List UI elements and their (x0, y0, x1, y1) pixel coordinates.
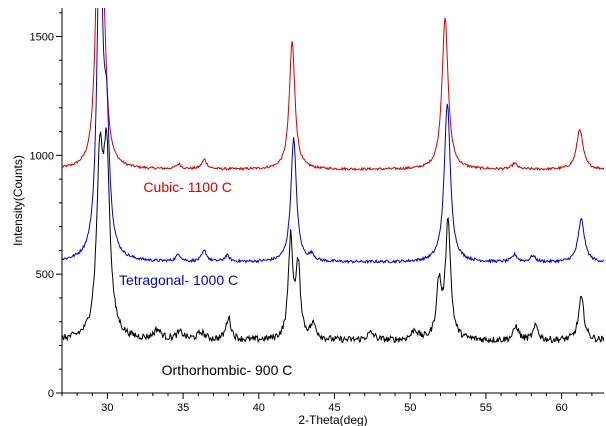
x-tick-label: 55 (480, 402, 492, 414)
x-tick-label: 40 (253, 402, 265, 414)
x-tick-label: 45 (328, 402, 340, 414)
y-tick-label: 0 (48, 388, 54, 400)
x-axis-title: 2-Theta(deg) (298, 413, 367, 426)
y-tick-label: 1000 (30, 150, 54, 162)
axis-layer: 30 35 40 45 50 55 60 0 500 1000 1500 (30, 8, 604, 414)
series-label-3: Orthorhombic- 900 C (162, 362, 293, 378)
x-tick-label: 60 (555, 402, 567, 414)
series-label-1: Cubic- 1100 C (143, 179, 231, 195)
y-tick-label: 500 (36, 269, 54, 281)
x-tick-label: 35 (177, 402, 189, 414)
series-layer (62, 8, 604, 344)
annotation-layer: Cubic- 1100 C Tetragonal- 1000 C Orthorhom… (119, 179, 292, 378)
x-tick-label: 50 (404, 402, 416, 414)
series-line-1 (62, 8, 604, 172)
series-line-3 (62, 127, 604, 344)
series-label-2: Tetragonal- 1000 C (119, 272, 238, 288)
x-tick-label: 30 (101, 402, 113, 414)
y-axis-title: Intensity(Counts) (11, 155, 25, 246)
y-tick-label: 1500 (30, 32, 54, 44)
series-line-2 (62, 8, 604, 265)
